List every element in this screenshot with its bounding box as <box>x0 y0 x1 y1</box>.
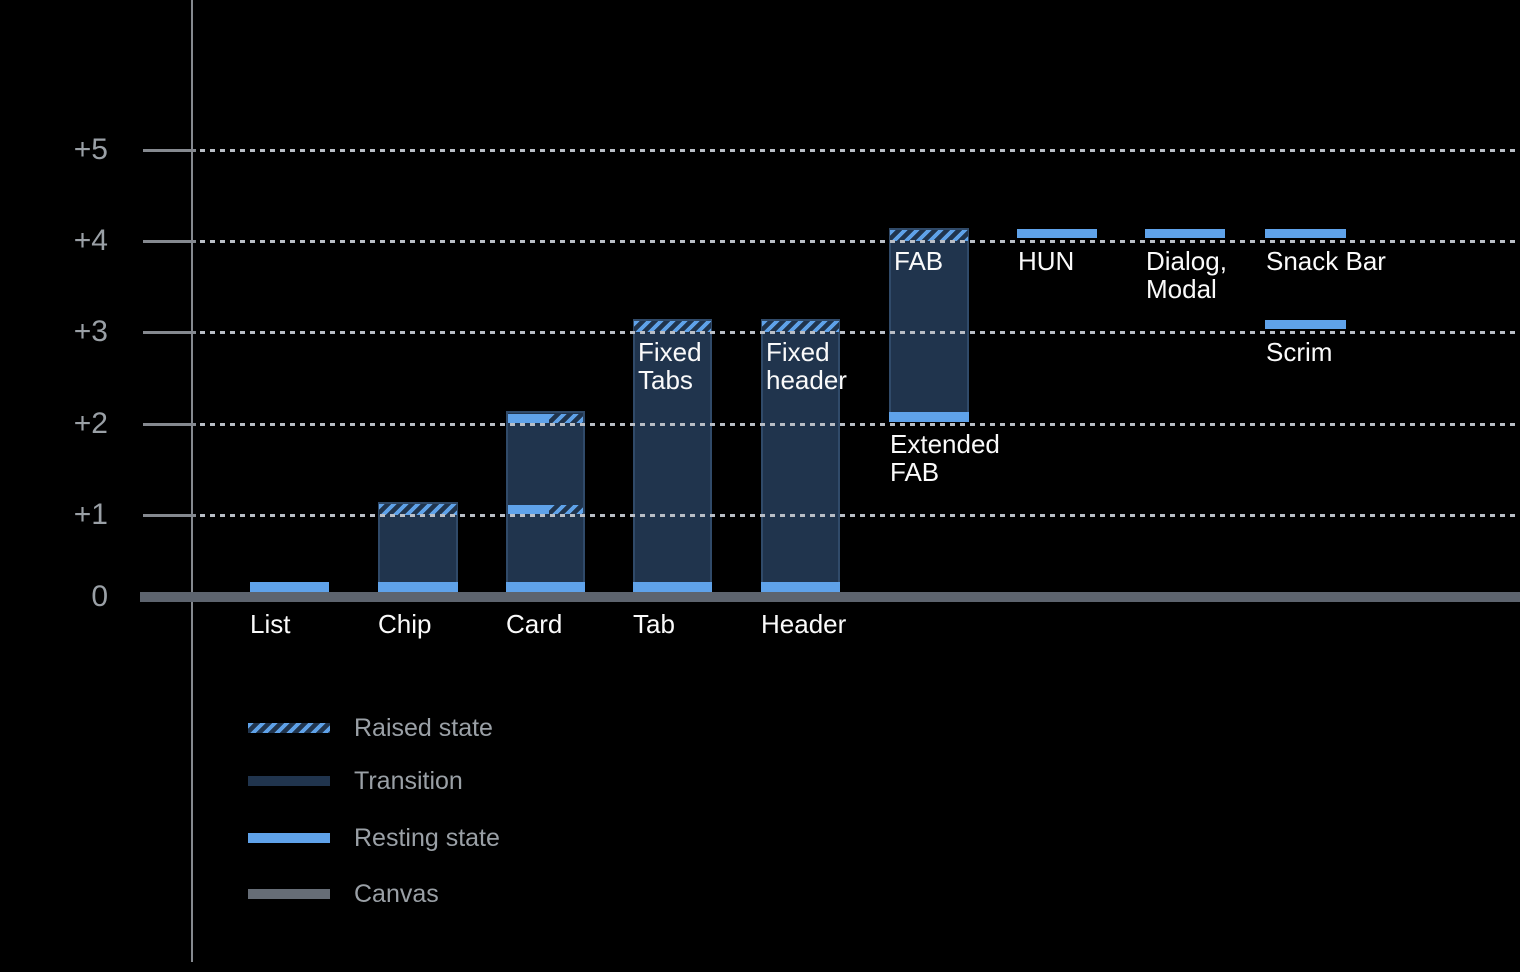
bar-label-hun: HUN <box>1018 247 1074 275</box>
bar-label-dialog-modal: Dialog, Modal <box>1146 247 1227 303</box>
category-label-chip: Chip <box>378 609 432 639</box>
bar-label-fab: Extended FAB <box>890 430 1000 486</box>
gridline-+1 <box>200 514 1520 517</box>
y-tick-+5 <box>143 149 196 152</box>
y-axis-label-+4: +4 <box>73 224 108 257</box>
resting-band-list <box>250 582 329 592</box>
legend-label: Resting state <box>354 824 500 852</box>
bar-label-line: HUN <box>1018 246 1075 276</box>
transition-swatch-icon <box>248 776 330 786</box>
gridline-+3 <box>200 331 1520 334</box>
category-label-card: Card <box>506 609 563 639</box>
bar-label-line: Extended <box>890 429 1000 459</box>
resting-state-swatch-icon <box>248 833 330 843</box>
resting-band-scrim <box>1265 320 1346 329</box>
y-tick-+3 <box>143 331 196 334</box>
y-tick-+2 <box>143 423 196 426</box>
resting-band-card <box>506 582 585 592</box>
y-axis-line <box>191 0 193 962</box>
legend-label: Canvas <box>354 880 439 908</box>
bar-label-header: Fixed header <box>766 338 847 394</box>
bar-label-line: Tabs <box>638 365 693 395</box>
legend-label: Raised state <box>354 714 493 742</box>
legend-item-raised-state: Raised state <box>248 714 493 742</box>
canvas-baseline <box>140 592 1520 602</box>
bar-label-line: Modal <box>1146 274 1217 304</box>
bar-label-snack-bar: Snack Bar <box>1266 247 1386 275</box>
bar-label-scrim: Scrim <box>1266 338 1332 366</box>
bar-label-tab: Fixed Tabs <box>638 338 702 394</box>
gridline-+2 <box>200 423 1520 426</box>
resting-band-fab <box>889 412 969 422</box>
resting-band-tab <box>633 582 712 592</box>
bar-fab <box>889 228 969 422</box>
raised-band-tab <box>634 321 711 332</box>
y-axis-label-+3: +3 <box>73 315 108 348</box>
gridline-+4 <box>200 240 1520 243</box>
bar-chip <box>378 502 458 592</box>
raised-band-chip <box>379 504 457 515</box>
raised-band-card-l1 <box>549 505 583 514</box>
y-tick-+4 <box>143 240 196 243</box>
resting-band-header <box>761 582 840 592</box>
raised-band-card-l2 <box>549 414 583 423</box>
bar-label-line: header <box>766 365 847 395</box>
bar-card <box>506 411 585 592</box>
y-tick-+1 <box>143 514 196 517</box>
bar-header <box>761 319 840 592</box>
legend-label: Transition <box>354 767 463 795</box>
bar-label-line: Snack Bar <box>1266 246 1386 276</box>
resting-band-hun <box>1017 229 1097 238</box>
bar-label-fab: FAB <box>894 247 943 275</box>
bar-label-line: Scrim <box>1266 337 1333 367</box>
y-axis-label-+5: +5 <box>73 133 108 166</box>
bar-label-line: Fixed <box>638 337 702 367</box>
category-label-header: Header <box>761 609 847 639</box>
bar-label-line: FAB <box>890 457 940 487</box>
bar-label-line: FAB <box>894 246 944 276</box>
resting-band-dialog-modal <box>1145 229 1225 238</box>
bar-tab <box>633 319 712 592</box>
y-axis-label-+2: +2 <box>73 407 108 440</box>
canvas-swatch-icon <box>248 889 330 899</box>
legend-item-canvas: Canvas <box>248 880 439 908</box>
resting-band-snack-bar <box>1265 229 1346 238</box>
raised-band-fab <box>890 230 968 241</box>
category-label-list: List <box>250 609 291 639</box>
raised-band-header <box>762 321 839 332</box>
legend-item-resting-state: Resting state <box>248 824 500 852</box>
bar-label-line: Fixed <box>766 337 830 367</box>
gridline-+5 <box>200 149 1520 152</box>
bar-label-line: Dialog, <box>1146 246 1227 276</box>
resting-band-card-l1 <box>508 505 549 514</box>
resting-band-chip <box>378 582 458 592</box>
resting-band-card-l2 <box>508 414 549 423</box>
category-label-tab: Tab <box>633 609 675 639</box>
y-axis-label-0: 0 <box>91 580 108 613</box>
y-axis-label-+1: +1 <box>73 498 108 531</box>
legend-item-transition: Transition <box>248 767 463 795</box>
raised-state-swatch-icon <box>248 723 330 733</box>
